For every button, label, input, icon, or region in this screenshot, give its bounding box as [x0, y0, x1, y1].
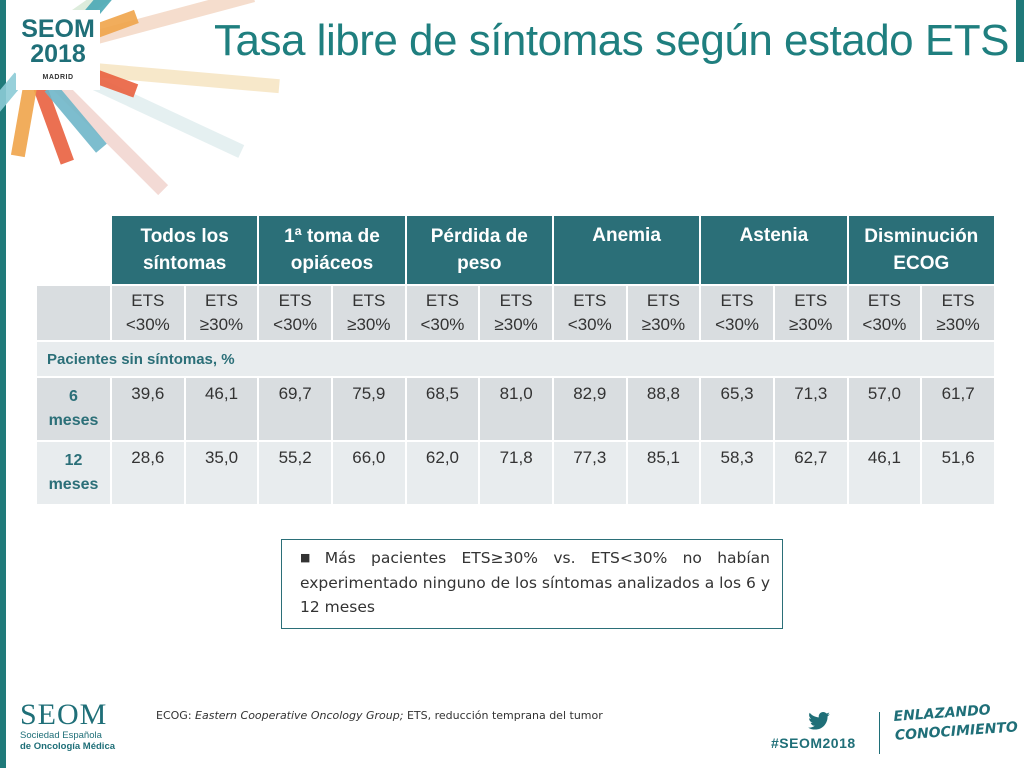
symptoms-table: Todos los síntomas 1ª toma de opiáceos Pér… [35, 214, 997, 506]
table-cell: 55,2 [257, 440, 333, 506]
logo-year: 2018 [30, 40, 86, 68]
header-group: Pérdida de peso [404, 214, 554, 286]
table-cell: 61,7 [920, 376, 996, 442]
table-cell: 75,9 [330, 376, 407, 442]
header-group: Anemia [551, 214, 702, 286]
sub-header-ge: ETS ≥30% [772, 284, 849, 342]
table-cell: 62,7 [772, 440, 849, 506]
table-cell: 77,3 [551, 440, 628, 506]
seom-2018-logo: SEOM 2018 MADRID [16, 10, 100, 90]
table-cell: 82,9 [551, 376, 628, 442]
sub-header-lt: ETS <30% [699, 284, 775, 342]
table-cell: 71,3 [772, 376, 849, 442]
sub-header-ge: ETS ≥30% [330, 284, 407, 342]
table-cell: 46,1 [183, 376, 260, 442]
table-cell: 51,6 [920, 440, 996, 506]
table-cell: 66,0 [330, 440, 407, 506]
table-cell: 46,1 [846, 440, 923, 506]
table-cell: 58,3 [699, 440, 775, 506]
conclusion-box: ■ Más pacientes ETS≥30% vs. ETS<30% no ha… [281, 539, 783, 629]
sub-header-lt: ETS <30% [110, 284, 186, 342]
footer-logo-sub2: de Oncología Médica [20, 741, 116, 752]
sub-header-ge: ETS ≥30% [625, 284, 702, 342]
table-cell: 62,0 [404, 440, 481, 506]
seom-footer-logo: SEOM Sociedad Española de Oncología Médi… [20, 698, 116, 753]
logo-city: MADRID [42, 74, 74, 81]
header-group: 1ª toma de opiáceos [257, 214, 407, 286]
table-row: 12 meses 28,6 35,0 55,2 66,0 62,0 71,8 77… [35, 440, 996, 506]
table-cell: 69,7 [257, 376, 333, 442]
sub-header-ge: ETS ≥30% [920, 284, 996, 342]
sub-header-lt: ETS <30% [404, 284, 481, 342]
footer-logo-text: SEOM [20, 698, 108, 731]
sub-header-lt: ETS <30% [846, 284, 923, 342]
slide-title: Tasa libre de síntomas según estado ETS [214, 16, 1009, 65]
table-cell: 65,3 [699, 376, 775, 442]
left-accent-bar [0, 0, 6, 768]
sub-header-lt: ETS <30% [551, 284, 628, 342]
table-cell: 71,8 [478, 440, 554, 506]
sub-header-ge: ETS ≥30% [183, 284, 260, 342]
sub-header-lt: ETS <30% [257, 284, 333, 342]
row-label: 12 meses [35, 440, 112, 506]
conclusion-text: Más pacientes ETS≥30% vs. ETS<30% no hab… [300, 549, 770, 616]
row-label: 6 meses [35, 376, 112, 442]
footer-logo-sub1: Sociedad Española [20, 730, 102, 741]
section-label: Pacientes sin síntomas, % [35, 340, 996, 378]
hashtag: #SEOM2018 [771, 735, 856, 751]
bullet-icon: ■ [300, 551, 321, 564]
sub-header-ge: ETS ≥30% [478, 284, 554, 342]
sub-header-row: ETS <30% ETS ≥30% ETS <30% ETS ≥30% ETS <30% … [35, 284, 996, 342]
table-row: 6 meses 39,6 46,1 69,7 75,9 68,5 81,0 82,… [35, 376, 996, 442]
footnote: ECOG: Eastern Cooperative Oncology Group… [156, 709, 603, 722]
table-cell: 88,8 [625, 376, 702, 442]
header-corner [35, 214, 112, 286]
right-accent-bar [1016, 0, 1024, 62]
table-cell: 81,0 [478, 376, 554, 442]
header-group: Todos los síntomas [109, 214, 260, 286]
footer-divider [879, 712, 880, 754]
footnote-rest: ETS, reducción temprana del tumor [406, 709, 603, 722]
footnote-term: ECOG: [156, 709, 192, 722]
table-cell: 35,0 [183, 440, 260, 506]
header-group: Disminución ECOG [846, 214, 997, 286]
sub-header-corner [35, 284, 112, 342]
twitter-icon [808, 712, 830, 730]
logo-brand: SEOM [21, 15, 95, 43]
section-row: Pacientes sin síntomas, % [35, 340, 996, 378]
table-cell: 85,1 [625, 440, 702, 506]
table-cell: 57,0 [846, 376, 923, 442]
slogan: ENLAZANDO CONOCIMIENTO [893, 702, 1019, 744]
table-cell: 68,5 [404, 376, 481, 442]
table-cell: 28,6 [110, 440, 186, 506]
footnote-italic: Eastern Cooperative Oncology Group; [195, 709, 404, 722]
table-cell: 39,6 [110, 376, 186, 442]
group-header-row: Todos los síntomas 1ª toma de opiáceos Pér… [35, 214, 997, 286]
header-group: Astenia [699, 214, 849, 286]
